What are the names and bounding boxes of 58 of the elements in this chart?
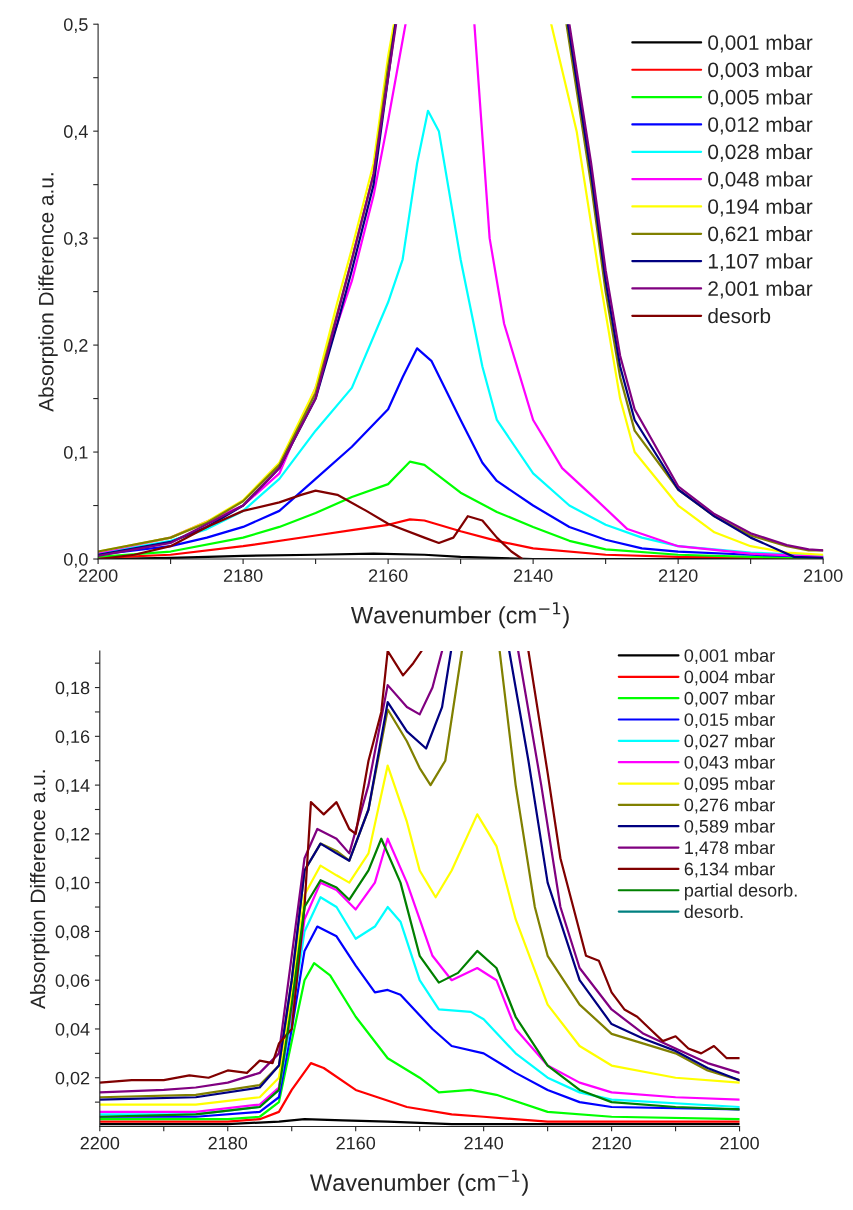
legend-label: 1,478 mbar: [685, 840, 775, 857]
x-tick-label: 2160: [336, 1136, 376, 1150]
x-tick-label: 2180: [208, 1136, 248, 1150]
legend-label: 0,015 mbar: [684, 712, 775, 729]
legend-label: 6,134 mbar: [684, 862, 775, 878]
y-tick-label: 0,4: [63, 125, 88, 141]
legend-label: 0,012 mbar: [708, 116, 813, 135]
x-tick-label: 2120: [658, 569, 698, 582]
y-tick-label: 0,10: [55, 876, 90, 892]
legend-label: 0,194 mbar: [708, 198, 813, 217]
y-tick-label: 0,14: [55, 779, 90, 794]
legend-label: 0,001 mbar: [708, 34, 813, 53]
line-series: [99, 962, 740, 1121]
x-tick-label: 2200: [80, 1136, 120, 1150]
y-axis-title: Absorption Difference a.u.: [29, 770, 50, 1009]
x-tick-label: 2140: [513, 569, 553, 582]
legend-label: desorb: [708, 307, 771, 324]
legend-label: partial desorb.: [684, 883, 797, 901]
y-tick-label: 0,06: [55, 974, 90, 990]
y-tick-label: 0,3: [63, 232, 88, 247]
x-axis-title: Wavenumber (cm$^{−1}$): [350, 602, 569, 629]
legend-label: 0,001 mbar: [684, 648, 775, 665]
legend-label: 0,028 mbar: [708, 143, 813, 162]
x-tick-label: 2160: [368, 569, 408, 582]
x-axis-title: Wavenumber (cm$^{−1}$): [309, 1169, 528, 1196]
legend-label: 0,589 mbar: [684, 819, 775, 835]
x-tick-label: 2140: [464, 1136, 504, 1150]
line-series: [99, 1062, 740, 1123]
legend-label: 1,107 mbar: [708, 253, 813, 272]
legend-label: 0,027 mbar: [684, 734, 775, 750]
y-tick-label: 0,1: [63, 445, 88, 461]
legend-label: 0,007 mbar: [684, 691, 775, 707]
x-tick-label: 2120: [592, 1136, 631, 1150]
y-tick-label: 0,12: [55, 827, 90, 843]
y-tick-label: 0,5: [63, 18, 88, 34]
y-tick-label: 0,04: [55, 1022, 90, 1038]
y-axis-title: Absorption Difference a.u.: [38, 173, 58, 412]
line-series: [98, 489, 524, 560]
legend-label: 0,095 mbar: [684, 776, 775, 793]
y-tick-label: 0,0: [63, 552, 88, 568]
legend-label: 0,048 mbar: [708, 171, 813, 190]
x-tick-label: 2200: [78, 569, 118, 582]
legend-label: 0,003 mbar: [708, 61, 813, 80]
legend-label: desorb.: [684, 904, 743, 919]
x-tick-label: 2100: [803, 569, 843, 582]
legend-label: 2,001 mbar: [708, 280, 813, 299]
x-tick-label: 2100: [720, 1136, 759, 1150]
legend-label: 0,005 mbar: [708, 89, 813, 108]
y-tick-label: 0,2: [63, 339, 88, 354]
legend-label: 0,004 mbar: [684, 670, 775, 686]
legend-label: 0,621 mbar: [708, 225, 813, 244]
y-tick-label: 0,16: [55, 730, 90, 746]
y-tick-label: 0,08: [55, 925, 90, 941]
y-tick-label: 0,18: [55, 681, 90, 697]
legend-label: 0,043 mbar: [684, 755, 775, 771]
y-tick-label: 0,02: [55, 1071, 90, 1087]
legend-label: 0,276 mbar: [684, 798, 775, 814]
x-tick-label: 2180: [223, 569, 263, 582]
